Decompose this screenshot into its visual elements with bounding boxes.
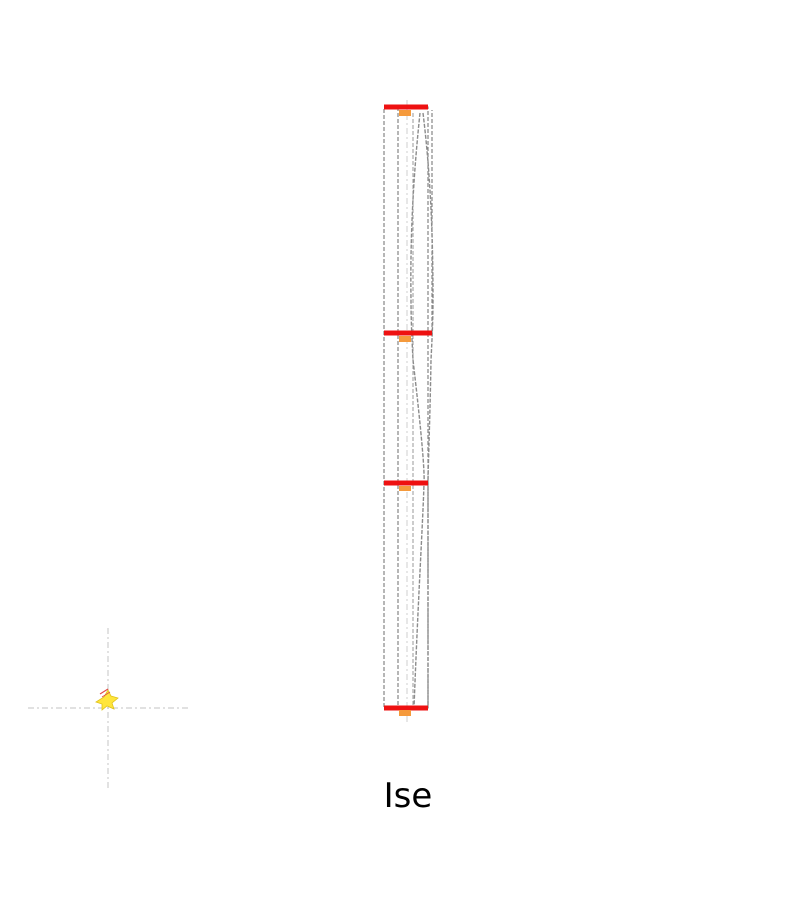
bearing-block-top bbox=[399, 110, 411, 116]
bearing-block-upper bbox=[399, 336, 411, 342]
tower-outline-outer bbox=[383, 106, 429, 709]
deformed-shape-curve-left bbox=[410, 112, 425, 709]
diagram-caption: Ise bbox=[383, 776, 433, 816]
coordinate-cross bbox=[28, 628, 188, 788]
rabbit-marker-icon bbox=[95, 688, 119, 711]
tower-structure bbox=[383, 100, 434, 724]
bearing-block-base bbox=[399, 710, 411, 716]
deformed-shape-curve-right bbox=[422, 112, 434, 708]
bearing-block-middle bbox=[399, 486, 411, 491]
